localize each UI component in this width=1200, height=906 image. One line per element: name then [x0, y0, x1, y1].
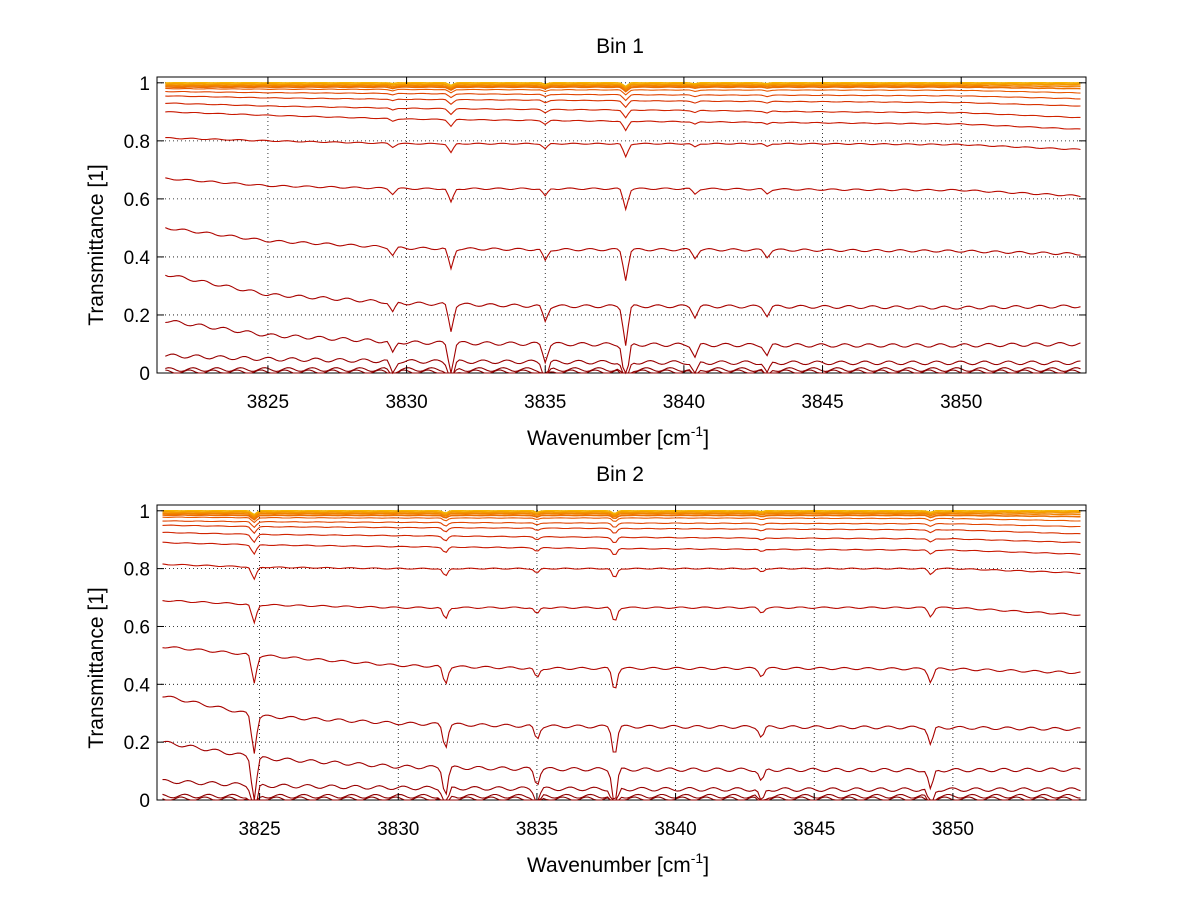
series-line: [162, 779, 1081, 801]
series-line: [162, 695, 1081, 754]
series-line: [162, 516, 1081, 524]
x-tick-label: 3825: [238, 819, 280, 840]
series-line: [165, 90, 1081, 102]
series-line: [162, 531, 1081, 544]
x-axis-label: Wavenumber [cm-1]: [527, 423, 709, 450]
series-line: [165, 274, 1081, 346]
y-tick-label: 1: [139, 74, 150, 95]
x-tick-label: 3845: [793, 819, 835, 840]
series-line: [165, 95, 1081, 109]
y-tick-label: 0.2: [124, 733, 150, 754]
y-tick-label: 0.6: [124, 190, 150, 211]
x-tick-label: 3830: [385, 392, 427, 413]
series-line: [162, 511, 1081, 518]
series-line: [165, 86, 1081, 93]
series-line: [165, 369, 1081, 374]
series-line: [162, 510, 1081, 516]
y-tick-label: 0.4: [124, 675, 151, 696]
plot-area: [156, 504, 1087, 801]
series-line: [165, 81, 1081, 88]
y-tick-label: 0.8: [124, 560, 150, 581]
series-line: [165, 320, 1081, 375]
series-line: [165, 227, 1081, 281]
y-tick-label: 0.8: [124, 132, 150, 153]
series-line: [162, 599, 1081, 625]
series-line: [162, 512, 1081, 519]
series-line: [162, 740, 1081, 801]
series-line: [165, 111, 1081, 132]
series-line: [162, 796, 1081, 801]
plot-area: [156, 76, 1087, 374]
series-line: [162, 514, 1081, 521]
series-line: [162, 520, 1081, 529]
y-tick-label: 0: [139, 791, 150, 812]
x-tick-label: 3840: [663, 392, 705, 413]
y-axis-label: Transmittance [1]: [85, 587, 108, 748]
x-tick-label: 3835: [524, 392, 566, 413]
chart-title: Bin 1: [596, 35, 644, 58]
series-line: [165, 136, 1081, 159]
chart-title: Bin 2: [596, 463, 644, 486]
series-line: [165, 177, 1081, 212]
chart-panel-bin-1: Bin 1 Wavenumber [cm-1] Transmittance [1…: [85, 35, 1087, 450]
x-tick-label: 3850: [932, 819, 974, 840]
x-tick-label: 3845: [801, 392, 843, 413]
x-tick-label: 3840: [654, 819, 696, 840]
y-tick-label: 0.6: [124, 617, 150, 638]
y-tick-label: 0.4: [124, 248, 151, 269]
series-line: [162, 541, 1081, 556]
x-tick-label: 3825: [247, 392, 289, 413]
chart-panel-bin-2: Bin 2 Wavenumber [cm-1] Transmittance [1…: [85, 463, 1087, 877]
x-tick-label: 3850: [940, 392, 982, 413]
series-line: [165, 87, 1081, 96]
series-line: [165, 83, 1081, 90]
x-tick-label: 3835: [516, 819, 558, 840]
series-line: [162, 646, 1081, 689]
y-tick-label: 1: [139, 502, 150, 523]
x-axis-label: Wavenumber [cm-1]: [527, 850, 709, 877]
series-line: [162, 524, 1081, 535]
series-line: [165, 102, 1081, 119]
x-tick-label: 3830: [377, 819, 419, 840]
series-line: [165, 84, 1081, 91]
y-tick-label: 0: [139, 364, 150, 385]
y-tick-label: 0.2: [124, 306, 150, 327]
y-axis-label: Transmittance [1]: [85, 164, 108, 325]
series-line: [162, 563, 1081, 581]
